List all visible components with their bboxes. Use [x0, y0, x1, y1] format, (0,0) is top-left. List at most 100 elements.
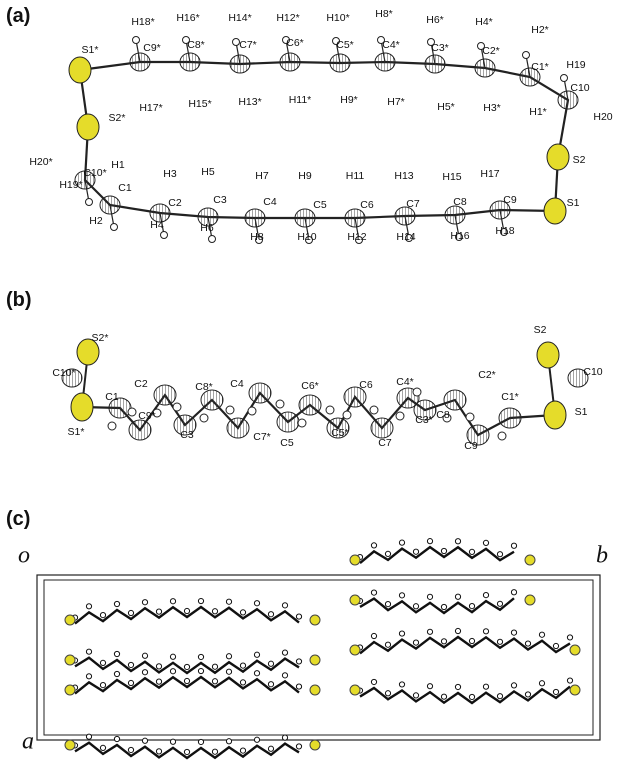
hydrogen [128, 680, 133, 685]
hydrogen [170, 669, 175, 674]
hydrogen [370, 406, 378, 414]
carbon [130, 53, 150, 71]
atom-label: C6* [301, 380, 319, 392]
hydrogen [276, 400, 284, 408]
sulfur [350, 595, 360, 605]
hydrogen [298, 419, 306, 427]
atom-label: S1 [575, 406, 588, 418]
carbon [375, 53, 395, 71]
hydrogen [111, 224, 118, 231]
carbon [299, 395, 321, 415]
molecule-a: H18*H16*H14*H12*H10*H8*H6*H4*H2*S1*C9*C8… [29, 8, 612, 244]
hydrogen [86, 734, 91, 739]
hydrogen [156, 609, 161, 614]
hydrogen [511, 630, 516, 635]
hydrogen [254, 601, 259, 606]
hydrogen [413, 693, 418, 698]
hydrogen [385, 691, 390, 696]
atom-label: S2 [534, 324, 547, 336]
atom-label: S2* [92, 332, 109, 344]
hydrogen [567, 678, 572, 683]
hydrogen [156, 679, 161, 684]
hydrogen [128, 747, 133, 752]
hydrogen [441, 694, 446, 699]
carbon [425, 55, 445, 73]
carbon [249, 383, 271, 403]
atom-label: H7* [387, 96, 405, 108]
bond [360, 637, 570, 653]
hydrogen [282, 603, 287, 608]
hydrogen [483, 540, 488, 545]
hydrogen [385, 551, 390, 556]
hydrogen [200, 414, 208, 422]
hydrogen [184, 664, 189, 669]
hydrogen [483, 629, 488, 634]
hydrogen [100, 682, 105, 687]
atom-label: C3 [213, 194, 227, 206]
hydrogen [170, 599, 175, 604]
carbon [330, 54, 350, 72]
atom-label: H4* [475, 16, 493, 28]
hydrogen [427, 684, 432, 689]
hydrogen [198, 654, 203, 659]
hydrogen [198, 598, 203, 603]
hydrogen [170, 739, 175, 744]
atom-label: H5* [437, 101, 455, 113]
carbon [129, 420, 151, 440]
atom-label: C9 [503, 194, 517, 206]
figure: (a) (b) (c) H18*H16*H14*H12*H10*H8*H6*H4… [0, 0, 617, 778]
atom-label: H12* [276, 12, 299, 24]
atom-label: H11* [289, 94, 312, 106]
atom-label: H9* [340, 94, 358, 106]
panel-label: (a) [6, 5, 30, 27]
atom-label: C9 [464, 440, 478, 452]
sulfur [525, 595, 535, 605]
hydrogen [343, 411, 351, 419]
panel-label: (b) [6, 289, 32, 311]
sulfur [65, 740, 75, 750]
hydrogen [86, 674, 91, 679]
hydrogen [240, 610, 245, 615]
hydrogen [198, 739, 203, 744]
atom-label: C4 [230, 378, 244, 390]
atom-label: S1* [82, 44, 99, 56]
atom-label: H8 [250, 231, 264, 243]
axis-label: b [596, 543, 608, 569]
hydrogen [184, 749, 189, 754]
sulfur [350, 685, 360, 695]
hydrogen [399, 631, 404, 636]
hydrogen [296, 744, 301, 749]
hydrogen [469, 604, 474, 609]
atom-label: C10* [83, 167, 106, 179]
hydrogen [282, 650, 287, 655]
atom-label: C5 [313, 199, 327, 211]
atom-label: H17* [139, 102, 162, 114]
hydrogen [466, 413, 474, 421]
atom-label: C3 [180, 429, 194, 441]
atom-label: S2 [573, 154, 586, 166]
hydrogen [114, 601, 119, 606]
atom-label: C3* [431, 42, 449, 54]
atom-label: H12 [347, 231, 366, 243]
atom-label: C7 [378, 437, 392, 449]
atom-label: H8* [375, 8, 393, 20]
hydrogen [441, 548, 446, 553]
atom-label: C6 [359, 379, 373, 391]
sulfur [547, 144, 569, 170]
hydrogen [523, 52, 530, 59]
hydrogen [212, 679, 217, 684]
axis-label: o [18, 543, 30, 569]
atom-label: C5 [280, 437, 294, 449]
hydrogen [427, 629, 432, 634]
atom-label: C5* [331, 427, 349, 439]
carbon [180, 53, 200, 71]
hydrogen [248, 407, 256, 415]
hydrogen [469, 549, 474, 554]
hydrogen [226, 406, 234, 414]
sulfur [310, 740, 320, 750]
atom-label: H16* [176, 12, 199, 24]
hydrogen [553, 643, 558, 648]
sulfur [570, 645, 580, 655]
hydrogen [100, 745, 105, 750]
hydrogen [296, 684, 301, 689]
